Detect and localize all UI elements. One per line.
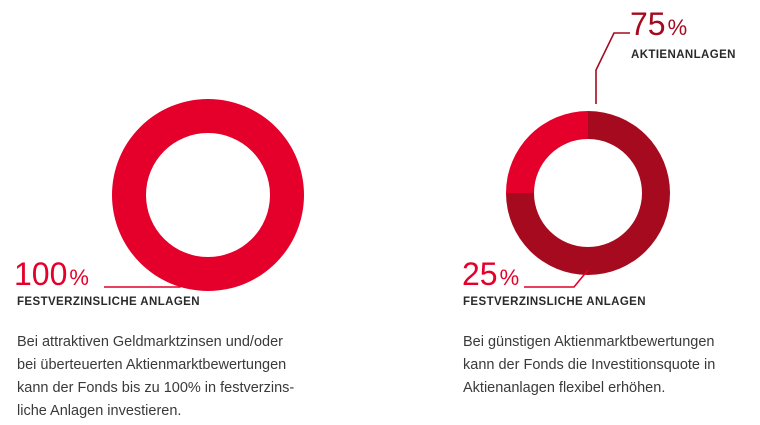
donut-chart-right xyxy=(506,111,670,275)
donut-chart-left xyxy=(112,99,304,291)
value-label-100: 100% xyxy=(14,256,89,293)
value-label-75: 75% xyxy=(630,6,687,43)
percent-sign: % xyxy=(69,265,89,290)
description-line: Aktienanlagen flexibel erhöhen. xyxy=(463,380,666,396)
percent-sign: % xyxy=(499,265,520,290)
leader-line-100 xyxy=(104,265,197,288)
value-number: 25 xyxy=(462,256,498,292)
leader-line-75 xyxy=(595,32,630,104)
donut-slice-festverzinsliche-anlagen xyxy=(506,111,588,193)
value-number: 100 xyxy=(14,256,68,292)
donut-slice-festverzinsliche-anlagen xyxy=(112,99,304,291)
description-line: kann der Fonds die Investitionsquote in xyxy=(463,357,716,373)
description-left: Bei attraktiven Geldmarktzinsen und/oder… xyxy=(17,331,337,423)
value-number: 75 xyxy=(630,6,666,42)
caption-aktienanlagen: AKTIENANLAGEN xyxy=(631,49,736,61)
description-right: Bei günstigen Aktienmarktbewertungen kan… xyxy=(463,331,760,400)
leader-line-25 xyxy=(524,269,589,288)
caption-festverzinsliche-left: FESTVERZINSLICHE ANLAGEN xyxy=(17,296,200,308)
description-line: Bei attraktiven Geldmarktzinsen und/oder xyxy=(17,334,283,350)
description-line: kann der Fonds bis zu 100% in festverzin… xyxy=(17,380,295,396)
donut-slice-aktienanlagen xyxy=(506,111,670,275)
value-label-25: 25% xyxy=(462,256,519,293)
description-line: Bei günstigen Aktienmarktbewertungen xyxy=(463,334,715,350)
description-line: liche Anlagen investieren. xyxy=(17,403,182,419)
description-line: bei überteuerten Aktienmarktbewertungen xyxy=(17,357,287,373)
caption-festverzinsliche-right: FESTVERZINSLICHE ANLAGEN xyxy=(463,296,646,308)
percent-sign: % xyxy=(667,15,688,40)
